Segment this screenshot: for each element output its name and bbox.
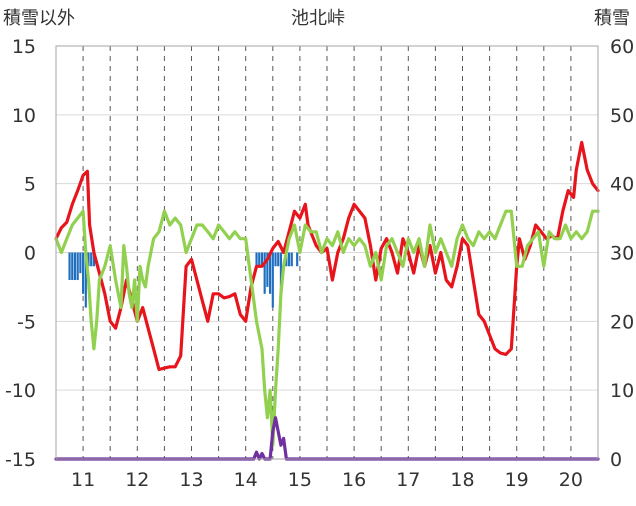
bar — [277, 252, 280, 267]
bar — [287, 252, 291, 267]
x-tick-label: 16 — [342, 469, 366, 491]
bar — [255, 252, 258, 267]
bar — [258, 252, 261, 267]
y-left-tick-label: 10 — [12, 105, 36, 127]
series-line-green — [54, 209, 600, 447]
bar — [71, 252, 74, 281]
series-line-red — [54, 140, 600, 372]
bar — [290, 252, 293, 267]
y-left-tick-label: 0 — [24, 243, 36, 265]
bar — [279, 252, 283, 294]
x-tick-label: 18 — [450, 469, 474, 491]
y-left-tick-label: 15 — [12, 36, 36, 58]
y-right-tick-label: 30 — [610, 243, 634, 265]
y-left-tick-label: -15 — [5, 449, 36, 471]
bar — [90, 252, 93, 267]
plot-frame — [55, 45, 599, 460]
bar — [296, 252, 299, 267]
series-line-purple — [54, 416, 600, 461]
x-tick-label: 19 — [505, 469, 529, 491]
bar — [274, 252, 277, 267]
right-axis-title: 積雪 — [594, 8, 630, 29]
bar — [92, 252, 96, 267]
bar — [84, 252, 87, 308]
bar — [79, 252, 82, 274]
chart-title: 池北峠 — [291, 8, 345, 29]
y-left-tick-label: -5 — [17, 311, 36, 333]
y-right-tick-label: 50 — [610, 105, 634, 127]
x-tick-label: 20 — [559, 469, 583, 491]
x-tick-label: 15 — [288, 469, 312, 491]
left-axis-title: 積雪以外 — [3, 8, 75, 29]
x-tick-label: 13 — [179, 469, 203, 491]
bar — [269, 252, 272, 294]
bar — [68, 252, 71, 281]
y-right-tick-label: 40 — [610, 174, 634, 196]
x-tick-label: 11 — [71, 469, 95, 491]
bar — [271, 252, 274, 308]
x-tick-label: 14 — [234, 469, 258, 491]
bar — [263, 252, 266, 294]
x-tick-label: 17 — [396, 469, 420, 491]
bar — [73, 252, 77, 281]
x-tick-label: 12 — [125, 469, 149, 491]
y-left-tick-label: -10 — [5, 380, 36, 402]
bar — [87, 252, 90, 267]
y-left-tick-label: 5 — [24, 174, 36, 196]
y-right-tick-label: 60 — [610, 36, 634, 58]
y-right-tick-label: 20 — [610, 311, 634, 333]
y-right-tick-label: 10 — [610, 380, 634, 402]
y-right-tick-label: 0 — [610, 449, 622, 471]
grid-layer — [56, 45, 598, 460]
bar — [260, 252, 264, 267]
bar — [82, 252, 85, 294]
series-layer — [54, 140, 600, 461]
bar — [266, 252, 269, 287]
bar — [76, 252, 79, 281]
